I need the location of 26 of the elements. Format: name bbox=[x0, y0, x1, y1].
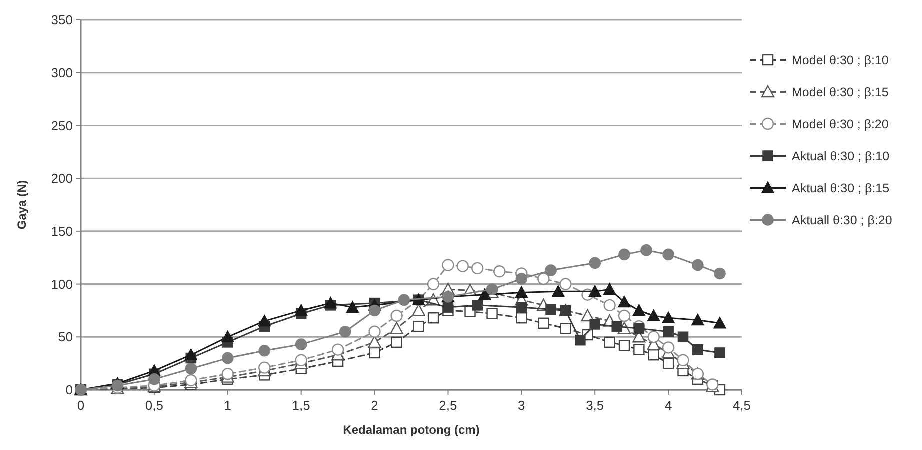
x-tick-label: 2 bbox=[371, 398, 378, 413]
x-tick-label: 4 bbox=[664, 398, 672, 413]
legend-label: Aktual θ:30 ; β:15 bbox=[792, 181, 890, 196]
y-axis-title: Gaya (N) bbox=[15, 180, 29, 230]
legend-label: Model θ:30 ; β:20 bbox=[792, 117, 889, 132]
x-axis-title: Kedalaman potong (cm) bbox=[343, 423, 480, 437]
x-tick-label: 4,5 bbox=[732, 398, 752, 413]
y-tick-label: 100 bbox=[51, 276, 73, 292]
x-tick-label: 1,5 bbox=[292, 398, 310, 413]
y-tick-label: 350 bbox=[51, 12, 73, 28]
y-tick-label: 200 bbox=[51, 171, 73, 186]
x-tick-label: 2,5 bbox=[439, 398, 458, 413]
x-tick-label: 0 bbox=[77, 398, 85, 413]
x-tick-label: 3 bbox=[518, 398, 526, 413]
y-tick-label: 300 bbox=[51, 65, 73, 80]
legend-label: Aktuall θ:30 ; β:20 bbox=[792, 213, 892, 228]
legend-label: Aktual θ:30 ; β:10 bbox=[792, 149, 890, 164]
y-tick-label: 0 bbox=[66, 382, 73, 398]
x-tick-label: 0,5 bbox=[145, 398, 164, 413]
x-tick-label: 1 bbox=[224, 398, 232, 413]
y-tick-label: 50 bbox=[58, 330, 73, 345]
y-tick-label: 250 bbox=[51, 118, 73, 134]
legend-label: Model θ:30 ; β:15 bbox=[792, 85, 889, 100]
x-tick-label: 3,5 bbox=[586, 398, 604, 413]
legend-label: Model θ:30 ; β:10 bbox=[792, 53, 889, 68]
y-tick-label: 150 bbox=[51, 224, 73, 239]
